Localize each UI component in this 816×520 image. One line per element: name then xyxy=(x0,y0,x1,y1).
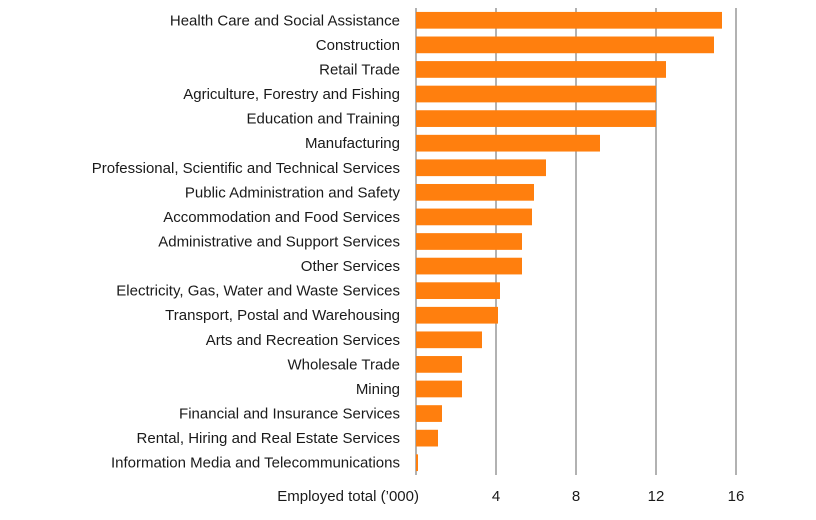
bar xyxy=(416,61,666,78)
category-label: Administrative and Support Services xyxy=(158,234,400,251)
x-tick-label: 16 xyxy=(728,488,745,505)
x-tick-labels: 4 8 12 16 xyxy=(492,488,745,505)
bar xyxy=(416,183,534,201)
x-tick-label: 8 xyxy=(572,488,580,505)
bar xyxy=(416,85,656,103)
bars-layer xyxy=(416,11,722,472)
bar xyxy=(416,331,482,349)
bar xyxy=(416,11,722,29)
category-label: Electricity, Gas, Water and Waste Servic… xyxy=(116,283,400,300)
bar xyxy=(416,380,462,398)
category-label: Retail Trade xyxy=(319,61,400,78)
category-label: Mining xyxy=(356,381,400,398)
category-label: Professional, Scientific and Technical S… xyxy=(92,160,400,177)
bar xyxy=(416,405,442,422)
x-tick-label: 4 xyxy=(492,488,500,505)
category-label: Wholesale Trade xyxy=(287,356,400,373)
category-label: Arts and Recreation Services xyxy=(206,332,400,349)
category-label: Manufacturing xyxy=(305,135,400,152)
bar xyxy=(416,134,600,152)
bar xyxy=(416,208,532,226)
bar xyxy=(416,233,522,250)
bar xyxy=(416,36,714,54)
category-label: Transport, Postal and Warehousing xyxy=(165,307,400,324)
category-label: Rental, Hiring and Real Estate Services xyxy=(137,430,400,447)
bar xyxy=(416,429,438,447)
x-tick-label: 12 xyxy=(648,488,665,505)
bar xyxy=(416,159,546,177)
category-label: Health Care and Social Assistance xyxy=(170,12,400,29)
category-labels: Health Care and Social Assistance Constru… xyxy=(92,12,401,471)
category-label: Public Administration and Safety xyxy=(185,184,401,201)
x-axis-title: Employed total (’000) xyxy=(277,488,419,505)
bar xyxy=(416,282,500,300)
bar xyxy=(416,110,656,127)
bar xyxy=(416,257,522,275)
bar xyxy=(416,306,498,324)
bar xyxy=(416,454,418,472)
category-label: Financial and Insurance Services xyxy=(179,406,400,423)
category-label: Accommodation and Food Services xyxy=(163,209,400,226)
category-label: Agriculture, Forestry and Fishing xyxy=(183,86,400,103)
category-label: Other Services xyxy=(301,258,400,275)
category-label: Construction xyxy=(316,37,400,54)
category-label: Education and Training xyxy=(247,111,400,128)
bar xyxy=(416,356,462,373)
category-label: Information Media and Telecommunications xyxy=(111,455,400,472)
